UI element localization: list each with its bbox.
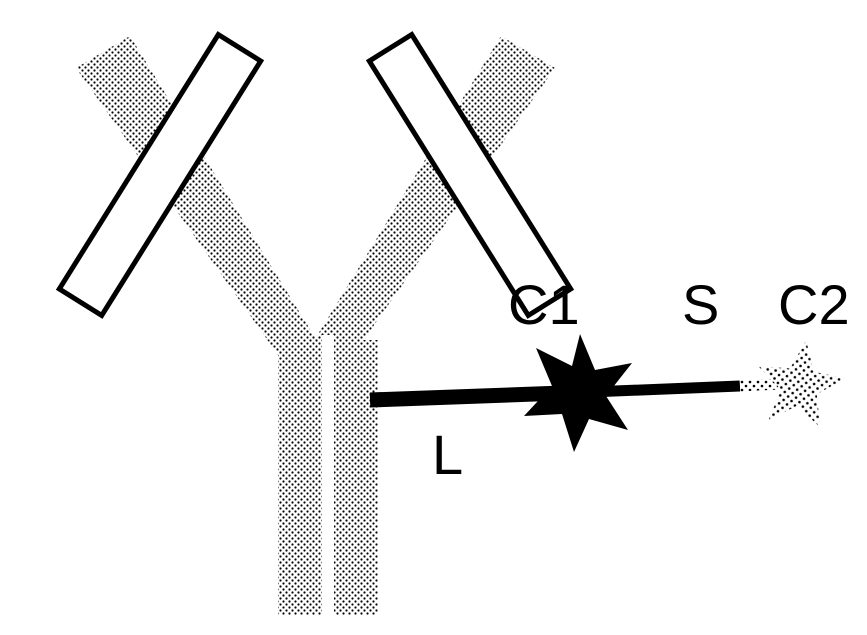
stem-right-col2: [334, 340, 378, 615]
stem-center-gap: [322, 335, 334, 620]
spacer-line-dotted: [740, 384, 778, 386]
stem-left-col2: [278, 340, 322, 615]
label-l: L: [432, 422, 463, 487]
label-s: S: [682, 272, 719, 337]
diagram-svg: [0, 0, 867, 635]
diagram-root: C1 S C2 L: [0, 0, 867, 635]
label-c2: C2: [778, 272, 850, 337]
label-c1: C1: [508, 272, 580, 337]
